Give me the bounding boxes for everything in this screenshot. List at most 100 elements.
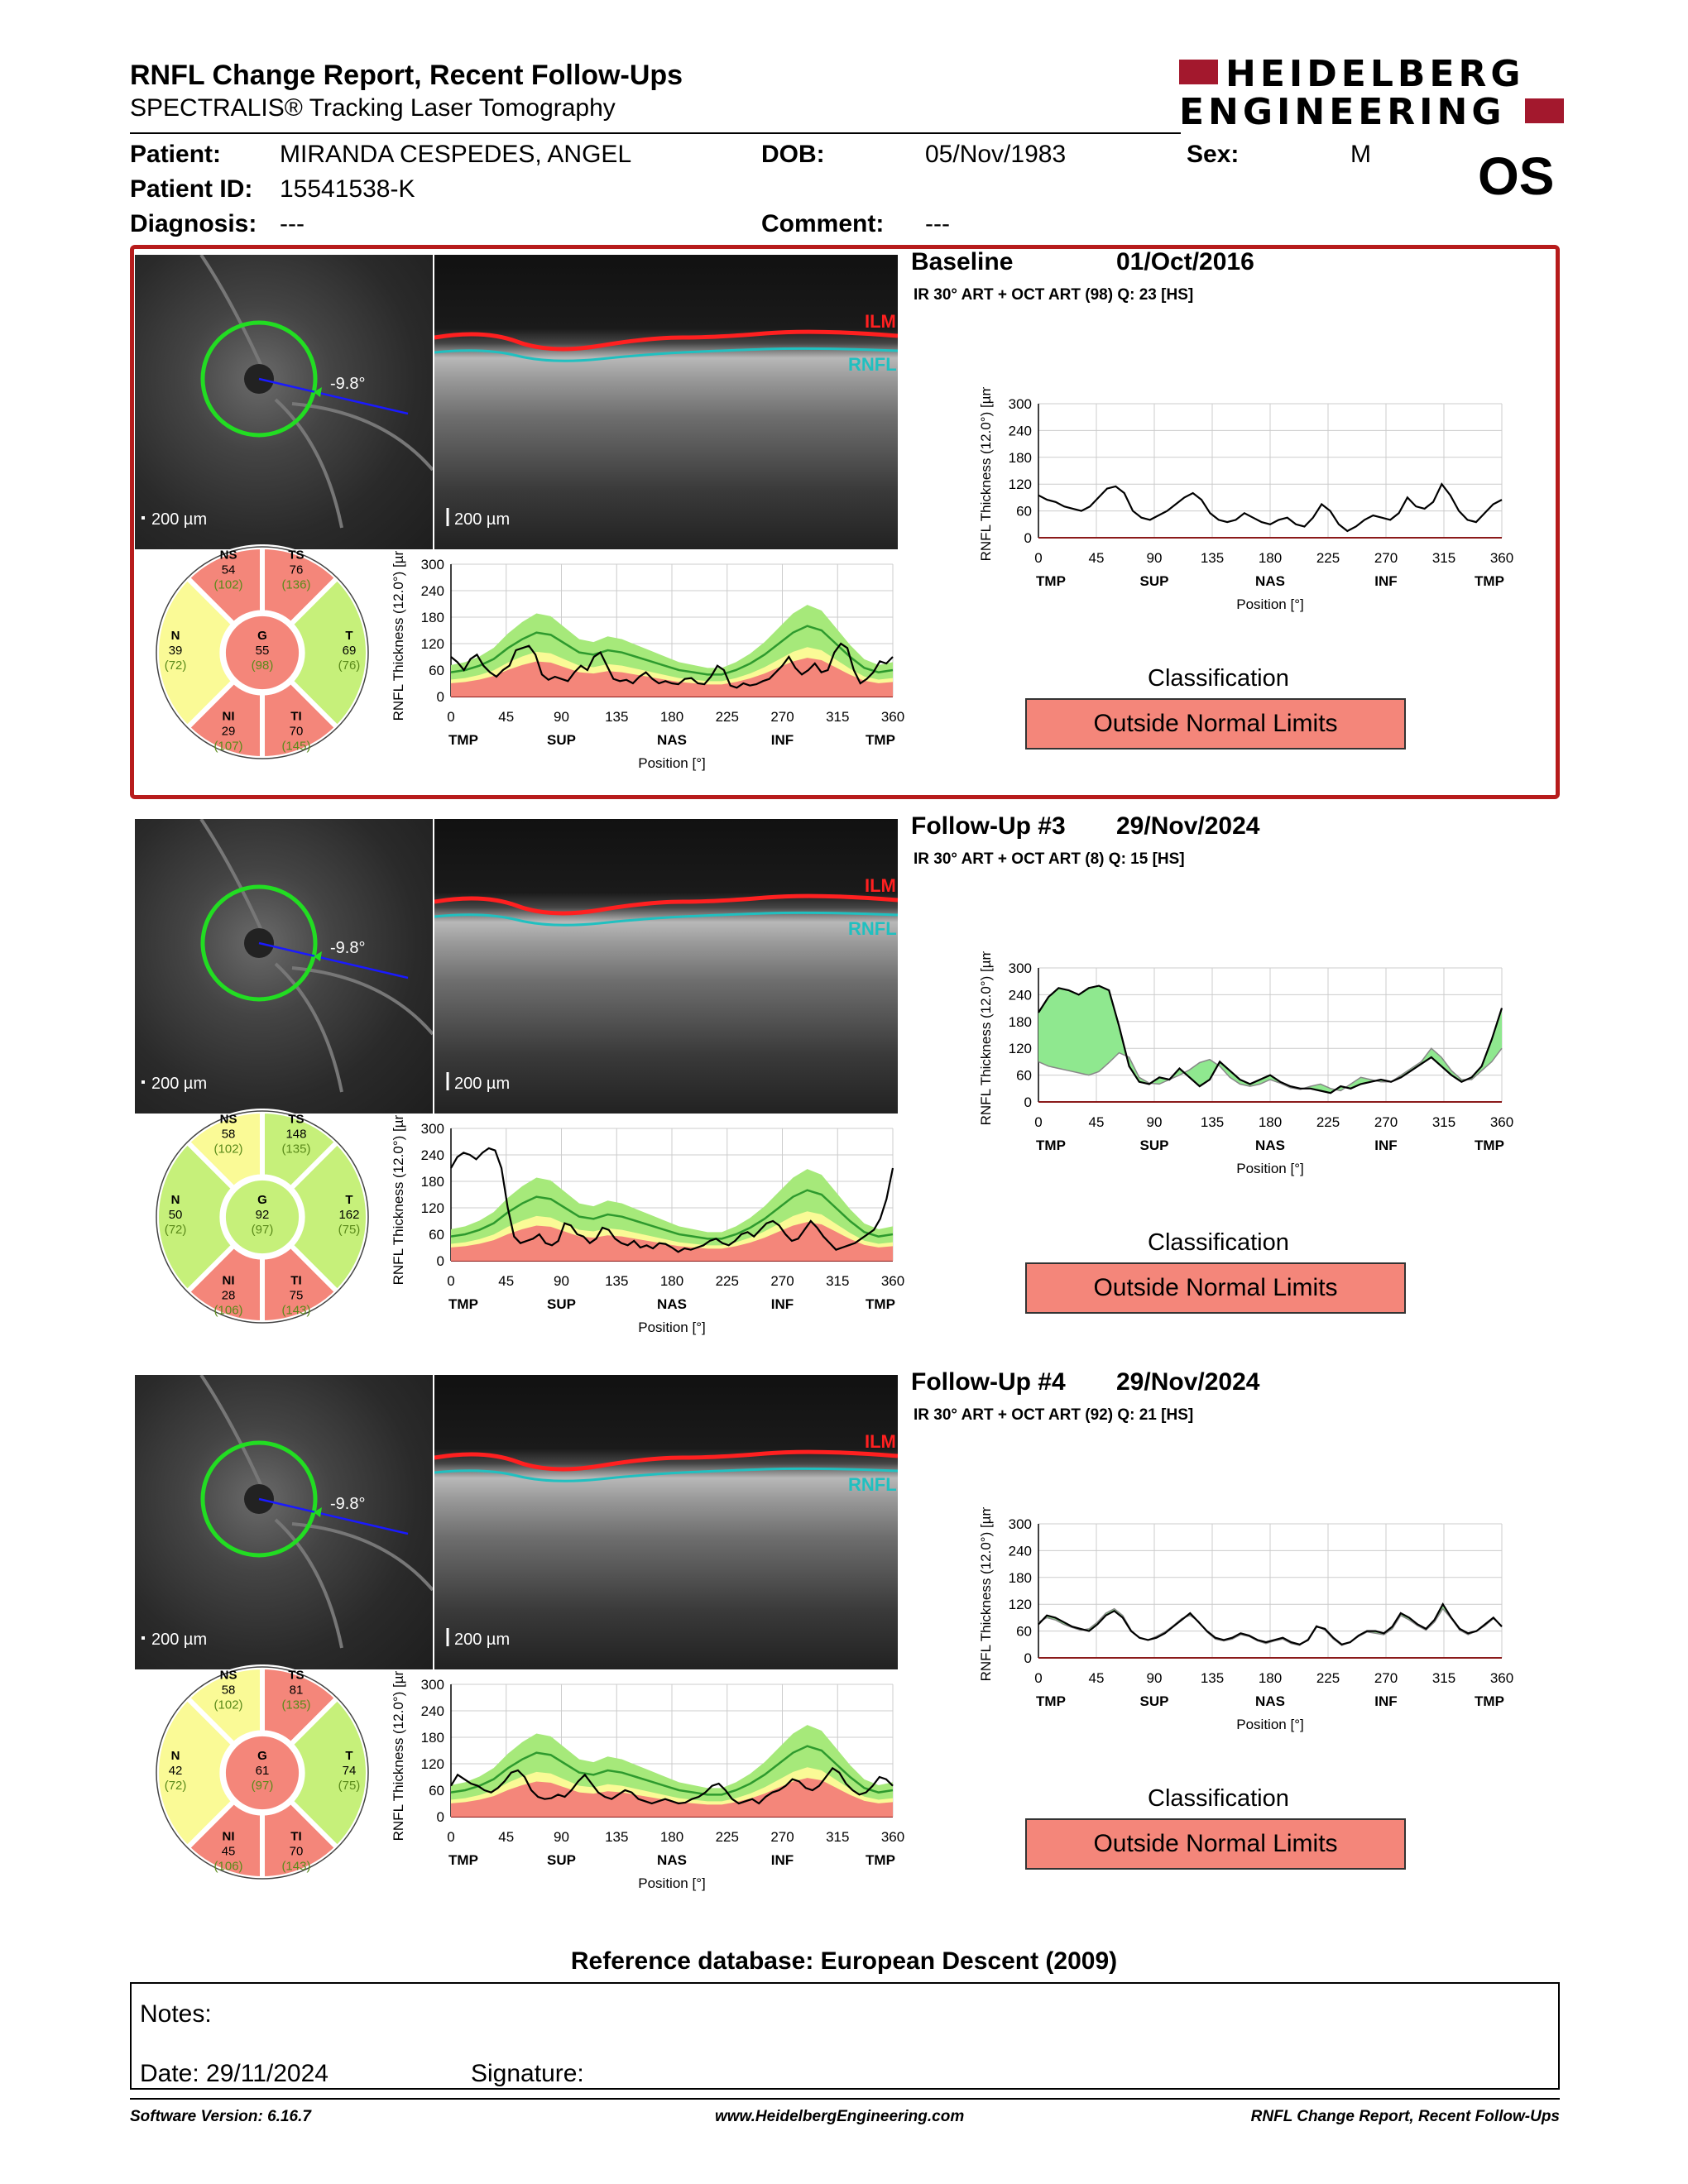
x-tick-label: 270 [770, 1273, 794, 1289]
sector-name: N [171, 629, 180, 643]
x-tick-label: 90 [1147, 550, 1163, 566]
notes-label: Notes: [140, 2000, 212, 2028]
sector-value: 75 [290, 1288, 304, 1302]
sector-value: 58 [222, 1684, 236, 1698]
y-tick-label: 240 [1009, 1543, 1032, 1559]
x-tick-label: 315 [826, 709, 849, 725]
sector-normal: (75) [338, 1779, 361, 1793]
classification-result: Outside Normal Limits [1025, 1818, 1406, 1870]
patient-id-label: Patient ID: [130, 175, 253, 203]
sector-normal: (97) [252, 1779, 274, 1793]
sector-value: 70 [290, 724, 304, 738]
ilm-label: ILM [865, 1431, 896, 1452]
sector-name: G [257, 1193, 267, 1207]
x-tick-label: 225 [716, 1829, 739, 1845]
sector-name: NS [220, 548, 237, 563]
classification-label: Classification [1148, 1785, 1289, 1812]
report-panel[interactable]: -9.8° 200 µm ILM RNFL 200 µm NS 58 (102) TS 81 (13… [130, 1365, 1560, 1919]
notes-box[interactable]: Notes: Date: 29/11/2024 Signature: [130, 1982, 1560, 2090]
dob-label: DOB: [761, 141, 825, 168]
footer-report-name: RNFL Change Report, Recent Follow-Ups [1250, 2108, 1560, 2125]
sector-g [222, 612, 303, 693]
sector-value: 74 [343, 1764, 357, 1778]
x-tick-label: 360 [881, 1829, 904, 1845]
x-tick-label: 225 [1316, 1670, 1340, 1686]
y-tick-label: 0 [437, 1809, 444, 1825]
y-tick-label: 60 [429, 663, 444, 678]
x-tick-label: 0 [447, 1273, 454, 1289]
sector-normal: (106) [214, 1303, 243, 1317]
sector-g [222, 1176, 303, 1257]
y-tick-label: 180 [1009, 1570, 1032, 1586]
scale-bar-label: 200 µm [454, 1631, 510, 1649]
patient-name: MIRANDA CESPEDES, ANGEL [280, 141, 632, 168]
y-tick-label: 120 [1009, 1597, 1032, 1612]
sector-label: INF [1374, 1138, 1397, 1153]
panel-title: Follow-Up #3 [911, 812, 1066, 840]
sector-normal: (107) [214, 739, 243, 753]
x-tick-label: 270 [1374, 550, 1398, 566]
panel-date: 29/Nov/2024 [1116, 1368, 1260, 1396]
sector-label: SUP [1140, 573, 1169, 589]
sector-name: NI [223, 709, 235, 723]
x-tick-label: 360 [1490, 1114, 1513, 1130]
rnfl-thickness-line [450, 1766, 894, 1805]
sector-name: NI [223, 1829, 235, 1843]
sector-value: 148 [285, 1128, 306, 1142]
scan-info: IR 30° ART + OCT ART (98) Q: 23 [HS] [914, 286, 1194, 304]
vessel [199, 1375, 433, 1649]
y-tick-label: 180 [1009, 450, 1032, 466]
x-tick-label: 225 [716, 709, 739, 725]
sector-name: TS [288, 548, 304, 563]
report-panel[interactable]: -9.8° 200 µm ILM RNFL 200 µm NS 58 (102) TS 148 (1… [130, 809, 1560, 1363]
x-tick-label: 90 [1147, 1114, 1163, 1130]
website: www.HeidelbergEngineering.com [715, 2108, 965, 2125]
scan-start-marker [314, 1507, 322, 1517]
fundus-image: -9.8° 200 µm [135, 1375, 433, 1669]
sector-name: T [345, 629, 352, 643]
x-axis-label: Position [°] [1236, 1161, 1303, 1176]
y-tick-label: 120 [421, 1200, 444, 1216]
x-axis-label: Position [°] [638, 1320, 705, 1335]
vessel [199, 819, 433, 1093]
patient-id: 15541538-K [280, 175, 415, 203]
x-tick-label: 315 [1432, 550, 1455, 566]
sector-label: TMP [1475, 573, 1504, 589]
report-panel[interactable]: -9.8° 200 µm ILM RNFL 200 µm NS 54 (102) TS 76 (13… [130, 245, 1560, 799]
y-tick-label: 60 [1016, 504, 1032, 520]
panel-title: Baseline [911, 248, 1014, 275]
scan-circle [200, 320, 318, 438]
sector-label: TMP [1036, 1693, 1066, 1709]
fovea-line [258, 1497, 409, 1535]
sector-label: SUP [547, 732, 576, 748]
sector-label: NAS [1255, 1138, 1285, 1153]
sector-value: 162 [338, 1208, 359, 1222]
x-tick-label: 45 [1089, 1670, 1105, 1686]
below-normal-band [451, 658, 893, 697]
sector-label: INF [1374, 1693, 1397, 1709]
sector-label: SUP [547, 1296, 576, 1312]
y-tick-label: 0 [1024, 1094, 1032, 1110]
sector-normal: (102) [214, 1698, 243, 1712]
x-tick-label: 0 [1034, 1670, 1042, 1686]
comment-value: --- [925, 210, 950, 237]
sector-label: SUP [1140, 1693, 1169, 1709]
sector-normal: (72) [165, 1223, 187, 1237]
y-tick-label: 120 [1009, 477, 1032, 492]
x-tick-label: 360 [1490, 550, 1513, 566]
sector-label: TMP [1475, 1138, 1504, 1153]
y-tick-label: 120 [1009, 1041, 1032, 1056]
x-tick-label: 180 [1259, 550, 1282, 566]
x-tick-label: 315 [826, 1273, 849, 1289]
sector-normal: (72) [165, 1779, 187, 1793]
oct-bscan: ILM RNFL 200 µm [434, 1375, 898, 1669]
oct-bscan: ILM RNFL 200 µm [434, 255, 898, 549]
sector-name: TI [290, 1829, 301, 1843]
diagnosis-value: --- [280, 210, 305, 237]
x-axis-label: Position [°] [1236, 1717, 1303, 1732]
sector-value: 45 [222, 1844, 236, 1858]
x-tick-label: 180 [1259, 1114, 1282, 1130]
change-area [1038, 985, 1502, 1094]
